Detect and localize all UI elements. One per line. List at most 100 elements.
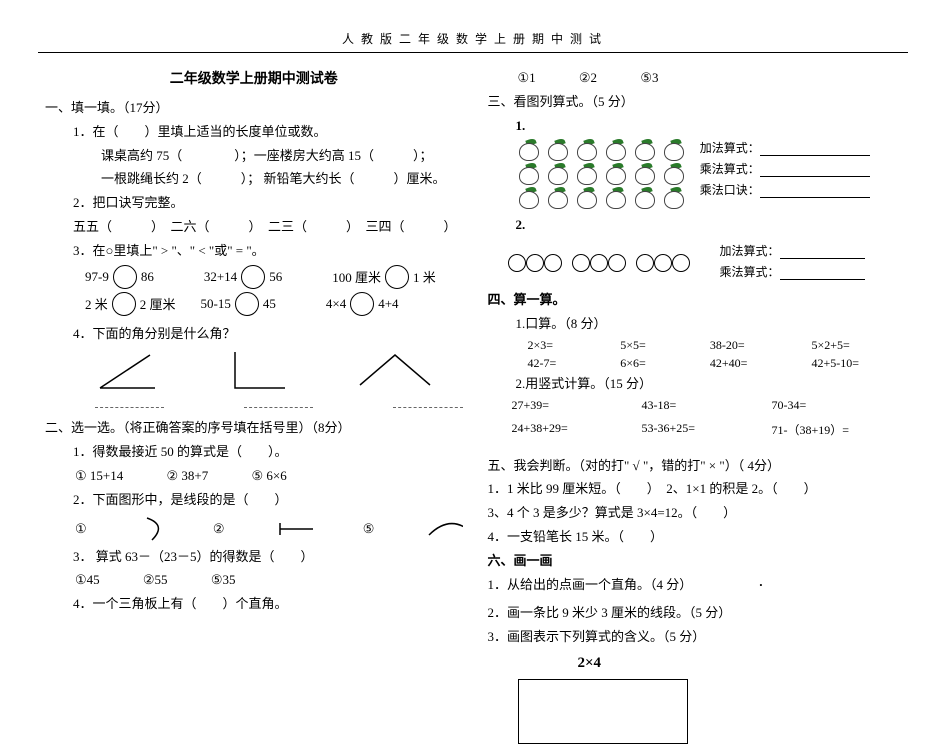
wave-icon (424, 515, 462, 543)
cmp-2b: 2 厘米 (140, 294, 176, 313)
circle-group (508, 254, 562, 272)
opt-2-label: ② (213, 521, 225, 537)
obtuse-angle-icon (355, 350, 435, 392)
s2-q2: 2．下面图形中，是线段的是（ ） (45, 490, 463, 511)
apple-icon (661, 187, 687, 209)
blank-line (95, 396, 164, 408)
s6-q3: 3．画图表示下列算式的含义。（5 分） (488, 627, 896, 648)
circle-group (636, 254, 690, 272)
curve-icon (137, 515, 163, 543)
apple-figure: 加法算式： 乘法算式： 乘法口诀： (488, 139, 896, 211)
s2-q3: 3． 算式 63－（23－5）的得数是（ ） (45, 547, 463, 568)
section-2-heading: 二、选一选。（将正确答案的序号填在括号里）（8分） (45, 418, 463, 439)
opt-a: ①1 (518, 68, 536, 89)
s5-l1: 1．1 米比 99 厘米短。（ ） 2、1×1 的积是 2。（ ） (488, 479, 896, 500)
circle-group (572, 254, 626, 272)
acute-angle-icon (95, 350, 165, 392)
s3-1: 1. (488, 116, 896, 137)
mental-calc-grid: 2×3= 5×5= 38-20= 5×2+5= 42-7= 6×6= 42+40… (488, 338, 896, 371)
left-column: 二年级数学上册期中测试卷 一、填一填。（17分） 1．在（ ）里填上适当的长度单… (45, 68, 478, 744)
apple-icon (632, 139, 658, 161)
s2-q1-options: ① 15+14 ② 38+7 ⑤ 6×6 (45, 466, 463, 487)
calc-cell: 6×6= (620, 356, 682, 371)
s1-q1: 1．在（ ）里填上适当的长度单位或数。 (45, 122, 463, 143)
apple-icon (603, 139, 629, 161)
circle-groups: 加法算式： 乘法算式： (488, 242, 896, 284)
eq-mul2: 乘法算式： (720, 265, 780, 279)
opt-b: ②55 (143, 570, 168, 591)
s5-l2: 3、4 个 3 是多少？算式是 3×4=12。（ ） (488, 503, 896, 524)
s2-q4-options: ①1 ②2 ⑤3 (488, 68, 896, 89)
blank-line (393, 396, 462, 408)
header-text: 人 教 版 二 年 级 数 学 上 册 期 中 测 试 (342, 32, 603, 46)
segment-figures: ① ② ⑤ (45, 515, 463, 543)
calc-cell: 42+40= (710, 356, 784, 371)
s4-q2: 2.用竖式计算。（15 分） (488, 374, 896, 395)
s2-q3-options: ①45 ②55 ⑤35 (45, 570, 463, 591)
eq-mul: 乘法算式： (700, 162, 760, 176)
opt-a: ①45 (75, 570, 100, 591)
right-angle-icon (225, 350, 295, 392)
s6-q1-text: 1．从给出的点画一个直角。（4 分） (488, 577, 693, 592)
cmp-2a: 2 米 (85, 294, 108, 313)
s1-q1b: 一根跳绳长约 2（ ）； 新铅笔大约长（ ）厘米。 (45, 169, 463, 190)
apple-icon (603, 163, 629, 185)
apple-grid (516, 139, 687, 211)
answer-box (518, 679, 688, 744)
cmp-1b: 86 (141, 269, 154, 285)
calc-cell: 5×2+5= (811, 338, 895, 353)
blank-line (760, 186, 870, 198)
vcalc-cell: 27+39= (512, 398, 642, 413)
section-1-heading: 一、填一填。（17分） (45, 98, 463, 119)
opt-c: ⑤3 (640, 68, 658, 89)
blank-line (780, 268, 865, 280)
s2-q4: 4．一个三角板上有（ ）个直角。 (45, 594, 463, 615)
s3-2: 2. (488, 215, 896, 236)
eq-rec: 乘法口诀： (700, 183, 760, 197)
section-6-heading: 六、画一画 (488, 551, 896, 572)
vcalc-cell: 24+38+29= (512, 421, 642, 438)
calc-cell: 42+5-10= (811, 356, 895, 371)
calc-cell: 42-7= (528, 356, 593, 371)
apple-icon (574, 163, 600, 185)
section-3-heading: 三、看图列算式。（5 分） (488, 92, 896, 113)
segment-icon (275, 519, 313, 539)
compare-row-2: 2 米 2 厘米 50-15 45 4×4 4+4 (45, 292, 463, 316)
apple-icon (545, 187, 571, 209)
opt-c: ⑤35 (211, 570, 236, 591)
apple-icon (516, 187, 542, 209)
compare-circle (113, 265, 137, 289)
blank-line (780, 247, 865, 259)
s1-q3: 3．在○里填上" > "、" < "或" = "。 (45, 241, 463, 262)
vcalc-cell: 71-（38+19）= (772, 421, 902, 438)
compare-circle (112, 292, 136, 316)
compare-circle (385, 265, 409, 289)
s1-q1a: 课桌高约 75（ ）；一座楼房大约高 15（ ）； (45, 146, 463, 167)
cmp-2c: 50-15 (201, 296, 231, 312)
blank-line (760, 144, 870, 156)
cmp-2e: 4×4 (326, 296, 346, 312)
calc-cell: 38-20= (710, 338, 784, 353)
apple-icon (574, 139, 600, 161)
s1-q2a: 五五（ ） 二六（ ） 二三（ ） 三四（ ） (45, 217, 463, 238)
opt-c: ⑤ 6×6 (252, 466, 287, 487)
cmp-2d: 45 (263, 296, 276, 312)
section-4-heading: 四、算一算。 (488, 290, 896, 311)
eq-add2: 加法算式： (720, 244, 780, 258)
s1-q2: 2．把口诀写完整。 (45, 193, 463, 214)
compare-circle (241, 265, 265, 289)
s6-q2: 2．画一条比 9 米少 3 厘米的线段。（5 分） (488, 603, 896, 624)
s1-q4: 4．下面的角分别是什么角？ (45, 324, 463, 345)
cmp-1a: 97-9 (85, 269, 109, 285)
angle-figures (45, 350, 463, 392)
apple-icon (516, 139, 542, 161)
apple-icon (516, 163, 542, 185)
calc-cell: 5×5= (620, 338, 682, 353)
eq-add: 加法算式： (700, 141, 760, 155)
apple-icon (661, 163, 687, 185)
compare-circle (235, 292, 259, 316)
section-5-heading: 五、我会判断。（对的打" √ "，错的打" × "）（ 4分） (488, 456, 896, 477)
angle-blanks (45, 396, 463, 408)
s2-q1: 1．得数最接近 50 的算式是（ ）。 (45, 442, 463, 463)
right-column: ①1 ②2 ⑤3 三、看图列算式。（5 分） 1. 加法算式： 乘法算式： 乘法… (478, 68, 911, 744)
